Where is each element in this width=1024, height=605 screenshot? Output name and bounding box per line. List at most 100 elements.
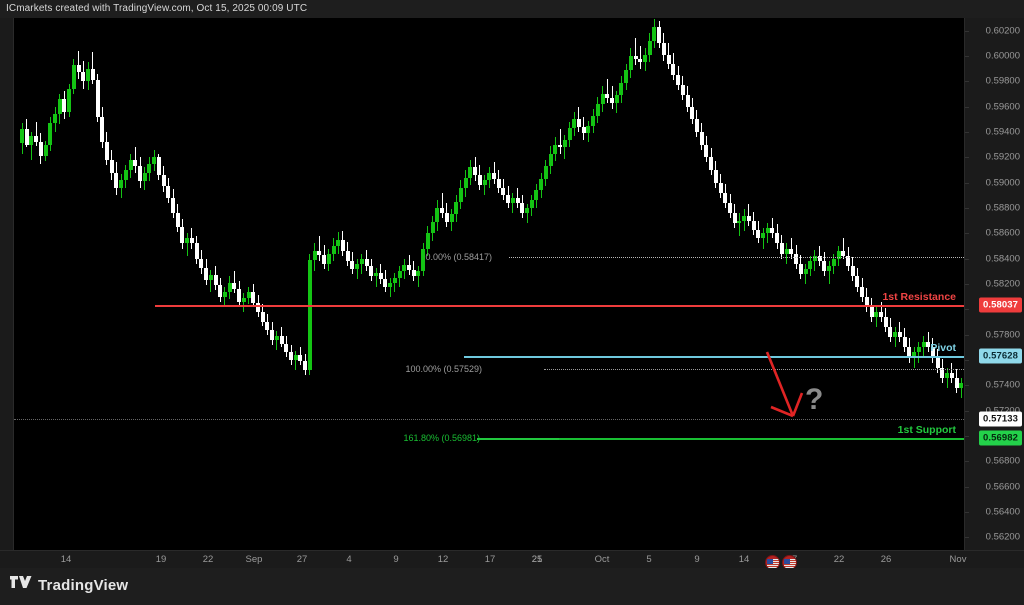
candle-body [222,291,227,297]
candle-body [67,88,72,112]
current-price-badge[interactable]: 0.57133 [978,411,1022,427]
candle-body [48,123,53,145]
resistance-line[interactable] [155,304,964,307]
candle-body [742,215,747,221]
tradingview-logo[interactable]: TradingView [10,576,128,595]
candle-body [883,316,888,328]
candle-body [383,278,388,287]
fib-level-161[interactable] [559,438,964,441]
fib-level-100[interactable] [544,368,964,370]
candle-body [492,172,496,179]
time-axis-tick-label: 5 [646,554,652,565]
candlestick-series [14,18,964,550]
candle-body [218,285,223,297]
candle-body [62,99,67,112]
candle-body [633,56,638,59]
price-axis-tick [965,208,969,209]
question-mark: ? [805,383,824,416]
candle-body [43,144,48,157]
price-axis-tick [965,334,969,336]
candle-body [449,214,454,222]
candle-body [340,239,345,252]
support-line-label: 1st Support [897,424,956,437]
candle-body [926,342,931,348]
candle-body [468,167,473,178]
candle-body [841,251,846,257]
candle-body [935,357,940,368]
candle-body [326,253,331,264]
price-axis-tick [965,81,969,83]
candle-body [959,382,964,388]
candle-body [803,268,808,274]
candle-body [756,229,761,239]
candle-body [949,372,954,378]
candle-wick [611,86,613,110]
us-flag-icon [767,559,779,568]
pivot-price-badge[interactable]: 0.57628 [978,348,1022,364]
candle-body [661,43,666,55]
price-scale[interactable]: 0.60200 0.60000 0.59800 0.59600 0.59400 0.592… [964,18,1024,550]
chart-pane[interactable]: 1st Resistance Pivot 1st Support 0.00% (0.5… [14,18,964,550]
fib-level-0[interactable] [509,256,964,258]
time-axis-tick-label: 21 [531,554,543,565]
candle-body [482,180,487,186]
candle-body [591,115,596,126]
price-axis-tick-label: 0.59200 [985,151,1020,163]
candle-body [152,157,157,164]
candle-body [595,104,600,116]
resistance-price-badge[interactable]: 0.58037 [978,297,1022,313]
candle-body [279,335,284,344]
price-axis-tick [965,385,969,387]
candle-body [572,119,577,129]
candle-body [657,26,662,44]
candle-wick [946,367,948,388]
candle-wick [842,238,844,259]
price-axis-tick-label: 0.57800 [985,329,1020,341]
candle-body [676,75,681,86]
candle-body [817,256,822,262]
candle-body [473,167,478,176]
candle-body [671,63,676,75]
candle-wick [233,271,235,293]
us-economic-event-2[interactable] [782,555,797,568]
candle-body [718,182,723,193]
us-economic-event-1[interactable] [765,555,780,568]
price-axis-tick [965,56,969,57]
price-axis-tick-label: 0.57400 [985,379,1020,391]
candle-body [600,94,605,105]
candle-wick [186,233,188,257]
chart-frame: 1st Resistance Pivot 1st Support 0.00% (0.5… [0,18,1024,568]
candle-body [293,354,298,360]
time-axis-tick-label: 14 [60,554,72,565]
candle-body [496,178,501,188]
chart-attribution-header: ICmarkets created with TradingView.com, … [0,0,1024,18]
support-price-badge[interactable]: 0.56982 [978,430,1022,446]
candle-body [133,159,138,167]
price-axis-tick-label: 0.58200 [985,278,1020,290]
candle-body [90,68,95,81]
pivot-line[interactable] [464,356,964,359]
candle-body [416,271,421,277]
time-axis-tick-label: 27 [296,554,308,565]
candle-body [388,282,393,287]
candle-body [860,286,865,297]
us-flag-canton [784,559,790,564]
candle-body [723,192,728,203]
price-axis-tick [965,410,969,412]
candle-body [374,272,378,277]
candle-body [638,58,643,63]
time-scale[interactable]: 14192227Sep4912172125Oct5914172226Nov [0,550,1024,568]
candle-wick [210,270,212,292]
candle-body [138,166,142,182]
candle-body [208,275,213,281]
price-axis-tick [965,512,969,513]
price-axis-tick-label: 0.59000 [985,177,1020,189]
candle-body [463,177,468,188]
candle-body [378,272,383,279]
candle-body [114,172,119,188]
time-axis-tick-label: 25 [531,554,543,565]
candle-body [576,119,581,127]
price-axis-tick-label: 0.56200 [985,531,1020,543]
candle-body [265,322,270,330]
